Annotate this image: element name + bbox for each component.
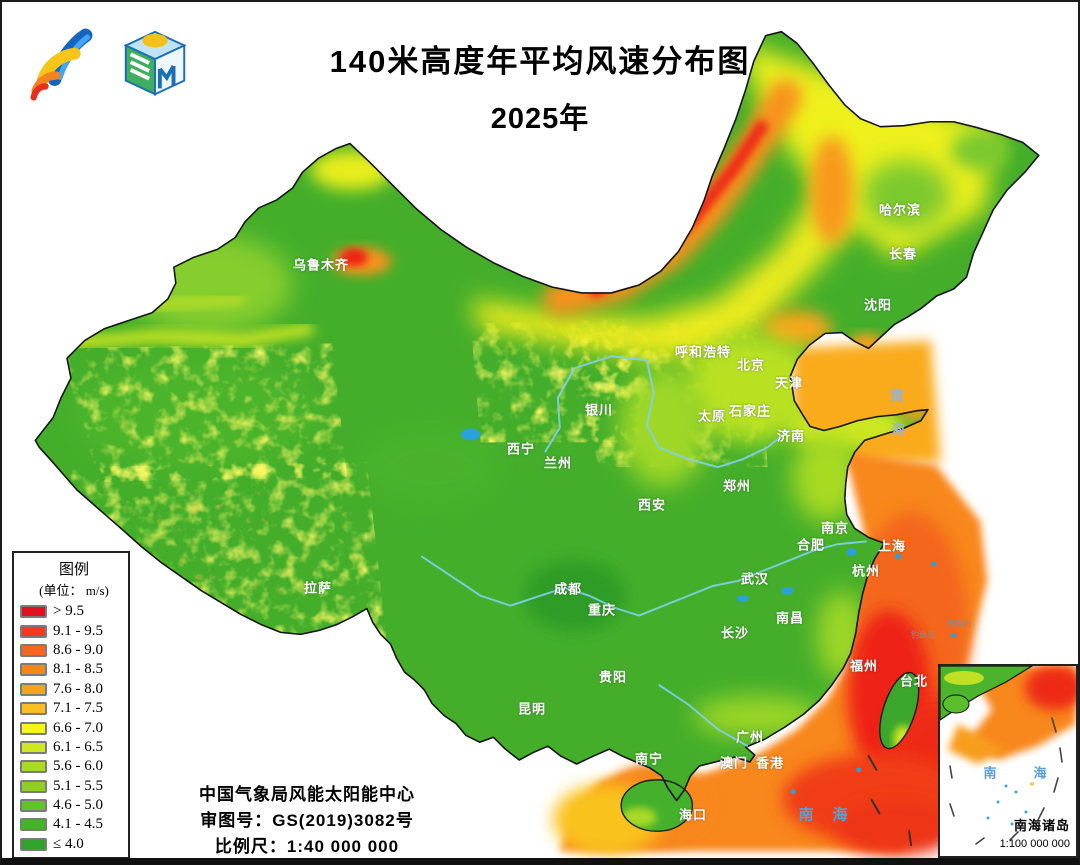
legend-item: 4.1 - 4.5 <box>20 815 128 834</box>
south-china-sea-inset: 南 海 南海诸岛 1:100 000 000 <box>938 664 1078 858</box>
legend-swatch <box>20 837 47 851</box>
legend-item: 6.1 - 6.5 <box>20 738 128 757</box>
legend-swatch <box>20 643 47 657</box>
logo-group <box>20 26 194 104</box>
legend-swatch <box>20 663 47 677</box>
legend-label: 7.1 - 7.5 <box>53 700 103 717</box>
legend-swatch <box>20 760 47 774</box>
legend-label: 5.6 - 6.0 <box>53 758 103 775</box>
legend-swatch <box>20 682 47 696</box>
legend-label: 6.6 - 7.0 <box>53 719 103 736</box>
legend-swatch <box>20 818 47 832</box>
inset-scale: 1:100 000 000 <box>999 838 1070 850</box>
footer-block: 中国气象局风能太阳能中心 审图号：GS(2019)3082号 比例尺：1:40 … <box>152 782 462 858</box>
rivers <box>420 355 867 748</box>
wind-energy-swoosh-logo <box>30 28 93 101</box>
legend-label: > 9.5 <box>53 603 84 620</box>
sea-boundary-dashes <box>867 755 913 847</box>
legend-label: 6.1 - 6.5 <box>53 738 103 755</box>
legend-item: 7.1 - 7.5 <box>20 699 128 718</box>
legend-label: ≤ 4.0 <box>53 835 84 852</box>
legend-item: 9.1 - 9.5 <box>20 621 128 640</box>
legend-item: 8.6 - 9.0 <box>20 641 128 660</box>
legend-label: 8.1 - 8.5 <box>53 661 103 678</box>
inset-title: 南海诸岛 <box>1013 818 1070 833</box>
lakes <box>460 428 857 603</box>
legend-swatch <box>20 702 47 716</box>
inset-sea-label-nan: 南 <box>983 765 997 781</box>
producer-name: 中国气象局风能太阳能中心 <box>199 785 415 804</box>
legend-swatch <box>20 624 47 638</box>
taiwan-outline <box>879 671 920 750</box>
legend-item: ≤ 4.0 <box>20 835 128 854</box>
inset-sea-label-hai: 海 <box>1033 765 1047 781</box>
legend-unit: (单位： m/s) <box>39 583 109 598</box>
legend-items: > 9.5 9.1 - 9.5 8.6 - 9.0 8.1 - 8.5 7.6 - 8.… <box>20 602 128 854</box>
hainan-outline <box>620 779 694 832</box>
legend-item: 8.1 - 8.5 <box>20 660 128 679</box>
legend-label: 7.6 - 8.0 <box>53 680 103 697</box>
inset-map <box>940 666 1076 845</box>
legend-label: 4.6 - 5.0 <box>53 797 103 814</box>
legend-item: > 9.5 <box>20 602 128 621</box>
map-scale: 比例尺：1:40 000 000 <box>214 837 400 856</box>
legend-swatch <box>20 799 47 813</box>
legend-item: 7.6 - 8.0 <box>20 680 128 699</box>
legend-label: 5.1 - 5.5 <box>53 777 103 794</box>
sea-wind-layer <box>552 340 988 857</box>
inset-dash-line <box>949 717 1063 845</box>
legend-item: 5.6 - 6.0 <box>20 757 128 776</box>
legend-item: 5.1 - 5.5 <box>20 777 128 796</box>
map-approval-number: 审图号：GS(2019)3082号 <box>200 811 414 830</box>
legend-swatch <box>20 740 47 754</box>
legend-label: 9.1 - 9.5 <box>53 622 103 639</box>
inset-islands <box>986 784 1028 826</box>
legend-box: 图例 (单位： m/s) > 9.5 9.1 - 9.5 8.6 - 9.0 8.1 … <box>12 551 130 858</box>
legend-title: 图例 <box>58 562 89 578</box>
national-border <box>34 30 1040 802</box>
legend-swatch <box>20 605 47 619</box>
legend-label: 4.1 - 4.5 <box>53 816 103 833</box>
legend-label: 8.6 - 9.0 <box>53 641 103 658</box>
legend-item: 6.6 - 7.0 <box>20 718 128 737</box>
legend-swatch <box>20 721 47 735</box>
legend-swatch <box>20 779 47 793</box>
em-cube-logo <box>123 30 187 96</box>
legend-item: 4.6 - 5.0 <box>20 796 128 815</box>
